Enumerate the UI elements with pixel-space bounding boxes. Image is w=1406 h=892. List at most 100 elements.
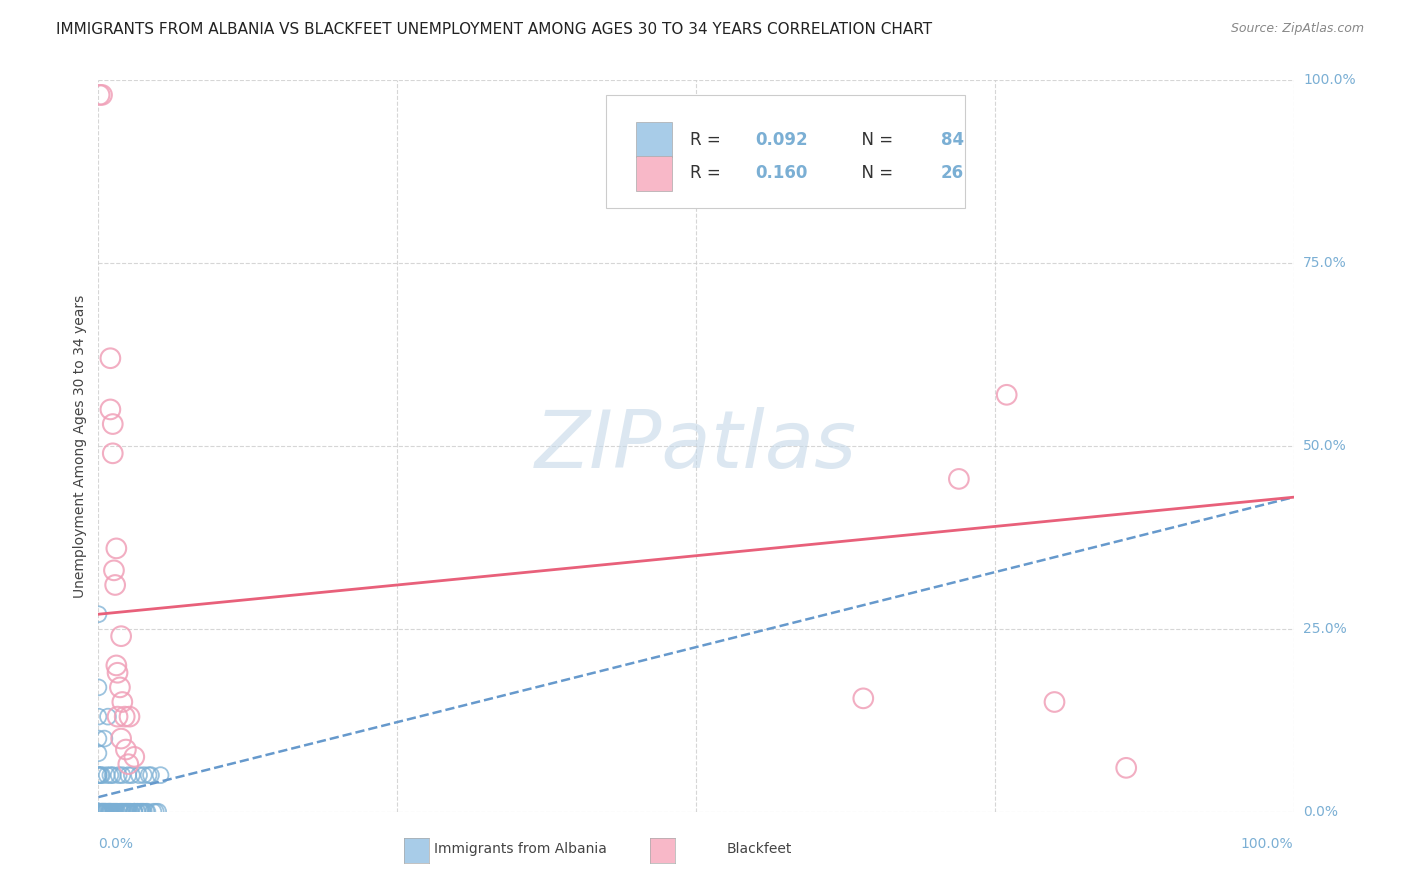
Point xyxy=(115,805,138,819)
Text: Source: ZipAtlas.com: Source: ZipAtlas.com xyxy=(1230,22,1364,36)
Text: 0.0%: 0.0% xyxy=(98,838,134,851)
Point xyxy=(98,805,121,819)
Point xyxy=(96,805,118,819)
Point xyxy=(117,805,139,819)
Point xyxy=(111,805,134,819)
Point xyxy=(114,709,136,723)
Point xyxy=(127,805,149,819)
Point xyxy=(110,805,132,819)
Point xyxy=(91,805,114,819)
Point xyxy=(107,665,129,680)
Point xyxy=(97,709,120,723)
Point xyxy=(90,805,112,819)
Point xyxy=(132,768,155,782)
Point xyxy=(948,472,970,486)
Point xyxy=(100,805,122,819)
Point xyxy=(1043,695,1066,709)
Point xyxy=(98,805,122,819)
Point xyxy=(128,768,150,782)
Point xyxy=(87,768,110,782)
Point xyxy=(93,731,115,746)
Point xyxy=(101,446,124,460)
Text: 0.0%: 0.0% xyxy=(1303,805,1339,819)
Point xyxy=(118,805,141,819)
Point xyxy=(87,805,110,819)
FancyBboxPatch shape xyxy=(606,95,965,209)
Point xyxy=(89,87,111,102)
Point xyxy=(117,768,139,782)
Point xyxy=(87,746,110,760)
Point xyxy=(139,768,162,782)
Point xyxy=(105,541,128,556)
Point xyxy=(108,805,131,819)
Point xyxy=(105,805,128,819)
Point xyxy=(1115,761,1137,775)
Point xyxy=(87,805,110,819)
Text: N =: N = xyxy=(851,164,898,182)
Point xyxy=(101,417,124,431)
Text: 0.160: 0.160 xyxy=(756,164,808,182)
Point xyxy=(91,805,114,819)
Point xyxy=(93,805,115,819)
Point xyxy=(125,805,148,819)
Point xyxy=(87,805,110,819)
Point xyxy=(87,805,110,819)
Text: Blackfeet: Blackfeet xyxy=(727,842,792,856)
Point xyxy=(105,658,128,673)
Point xyxy=(101,768,124,782)
Text: 84: 84 xyxy=(941,131,965,149)
Point xyxy=(131,805,153,819)
Point xyxy=(91,805,114,819)
Point xyxy=(87,805,110,819)
Point xyxy=(87,805,110,819)
Point xyxy=(107,709,129,723)
Text: IMMIGRANTS FROM ALBANIA VS BLACKFEET UNEMPLOYMENT AMONG AGES 30 TO 34 YEARS CORR: IMMIGRANTS FROM ALBANIA VS BLACKFEET UNE… xyxy=(56,22,932,37)
Point xyxy=(87,805,110,819)
Point xyxy=(90,805,112,819)
Text: R =: R = xyxy=(690,131,725,149)
Point xyxy=(145,805,167,819)
Point xyxy=(110,731,132,746)
Point xyxy=(124,749,146,764)
Point xyxy=(98,805,121,819)
Point xyxy=(97,805,120,819)
Text: 26: 26 xyxy=(941,164,965,182)
Y-axis label: Unemployment Among Ages 30 to 34 years: Unemployment Among Ages 30 to 34 years xyxy=(73,294,87,598)
Point xyxy=(132,805,155,819)
Text: N =: N = xyxy=(851,131,898,149)
Point xyxy=(112,805,135,819)
Text: 25.0%: 25.0% xyxy=(1303,622,1347,636)
Text: R =: R = xyxy=(690,164,725,182)
Point xyxy=(103,563,125,577)
Point xyxy=(93,805,115,819)
Point xyxy=(135,805,157,819)
Point xyxy=(87,805,110,819)
Text: Immigrants from Albania: Immigrants from Albania xyxy=(434,842,606,856)
Point xyxy=(148,805,170,819)
Point xyxy=(995,388,1018,402)
Text: 0.092: 0.092 xyxy=(756,131,808,149)
Text: 50.0%: 50.0% xyxy=(1303,439,1347,453)
Point xyxy=(101,805,124,819)
Text: 100.0%: 100.0% xyxy=(1303,73,1355,87)
Text: 100.0%: 100.0% xyxy=(1241,838,1294,851)
Point xyxy=(87,805,110,819)
Point xyxy=(87,805,110,819)
Point xyxy=(149,768,172,782)
Point xyxy=(124,805,146,819)
Point xyxy=(90,768,112,782)
Point xyxy=(108,681,131,695)
Point xyxy=(91,805,114,819)
Point xyxy=(91,768,114,782)
Point xyxy=(98,402,122,417)
Point xyxy=(110,629,132,643)
Point xyxy=(87,768,110,782)
Point xyxy=(94,805,117,819)
Point xyxy=(87,805,110,819)
Point xyxy=(87,607,110,622)
Point xyxy=(852,691,875,706)
Point xyxy=(104,805,127,819)
Point xyxy=(124,805,146,819)
Point xyxy=(111,768,134,782)
Point xyxy=(98,805,122,819)
